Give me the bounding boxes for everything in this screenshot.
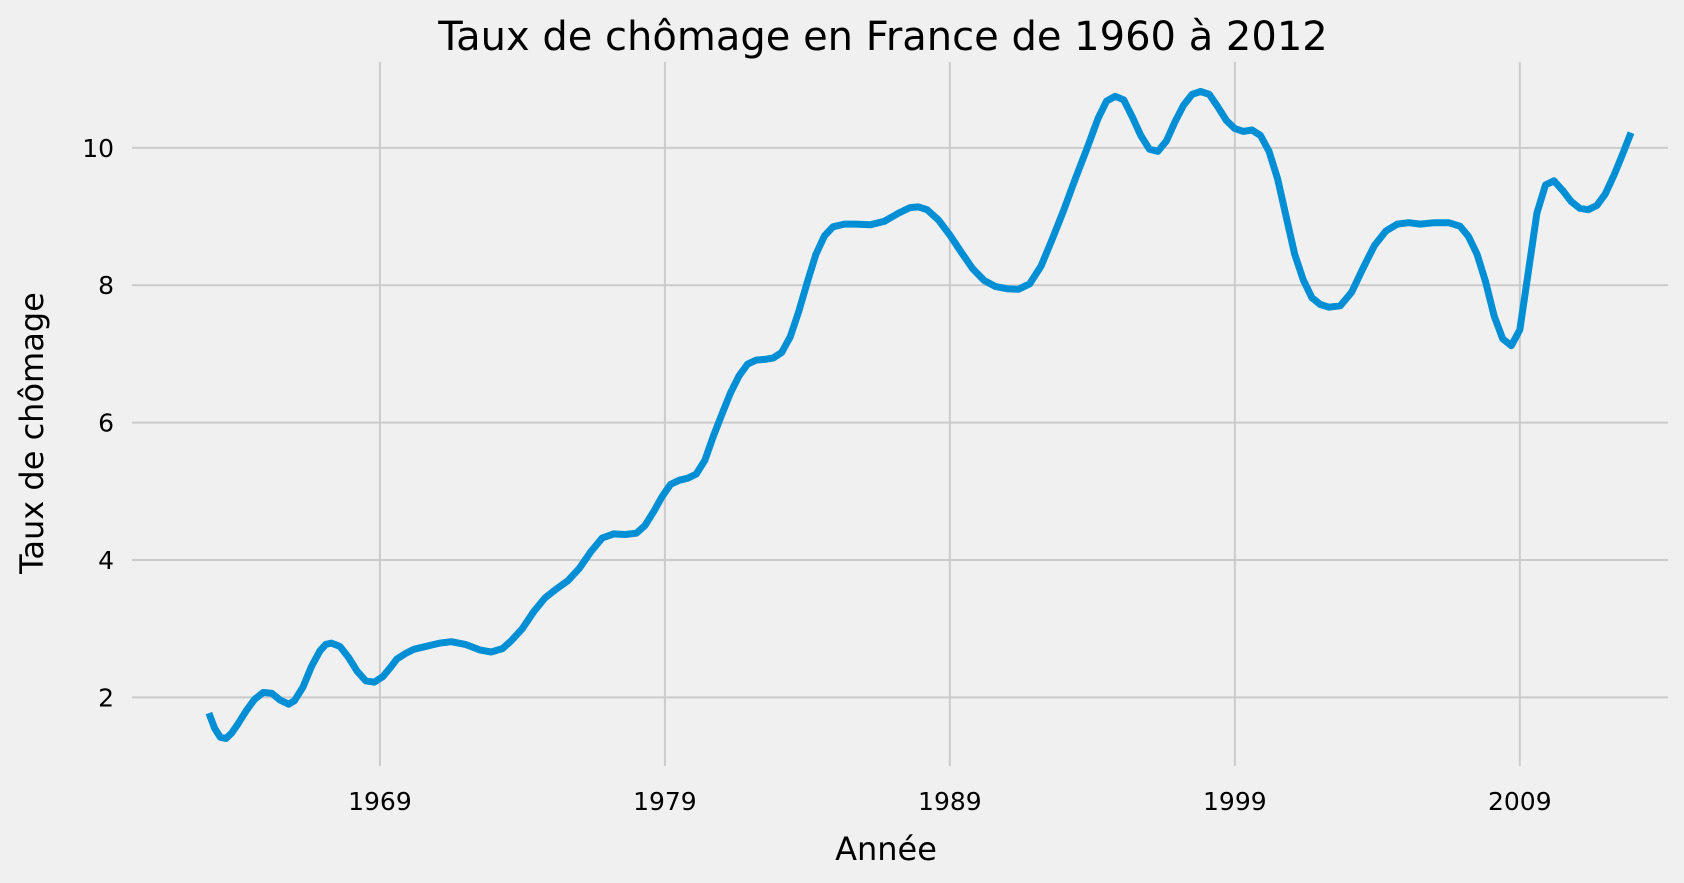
y-tick-label: 4 [98, 546, 114, 575]
x-tick-label: 1999 [1203, 787, 1267, 816]
y-tick-label: 8 [98, 271, 114, 300]
x-tick-label: 1989 [918, 787, 982, 816]
y-axis-ticks: 2 4 6 8 10 [82, 134, 114, 712]
unemployment-series-line [205, 88, 1635, 742]
x-axis-label: Année [835, 830, 937, 868]
y-axis-label: Taux de chômage [13, 292, 51, 575]
vertical-grid [378, 62, 1521, 766]
y-tick-label: 2 [98, 683, 114, 712]
y-tick-label: 6 [98, 409, 114, 438]
x-axis-ticks: 1969 1979 1989 1999 2009 [348, 787, 1552, 816]
y-tick-label: 10 [82, 134, 114, 163]
x-tick-label: 1969 [348, 787, 412, 816]
horizontal-grid [132, 146, 1668, 699]
series-layer [205, 88, 1635, 742]
chart-title: Taux de chômage en France de 1960 à 2012 [437, 14, 1327, 60]
x-tick-label: 2009 [1488, 787, 1552, 816]
x-tick-label: 1979 [633, 787, 697, 816]
